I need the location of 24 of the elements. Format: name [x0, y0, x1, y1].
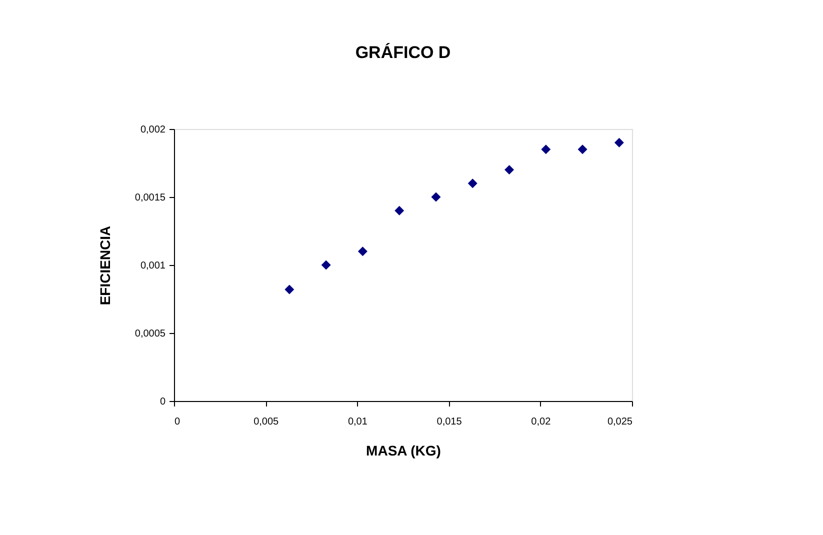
x-tick-label: 0,025: [607, 416, 633, 428]
x-tick-label: 0,005: [254, 416, 280, 428]
point: [614, 138, 624, 148]
point: [431, 192, 441, 202]
point: [504, 165, 514, 175]
chart-title: GRÁFICO D: [355, 42, 451, 62]
y-tick-label: 0: [160, 396, 166, 408]
x-tick-label: 0,015: [436, 416, 462, 428]
x-axis-title: MASA (KG): [366, 442, 441, 458]
x-tick-label: 0,02: [531, 416, 552, 428]
y-tick-label: 0,001: [140, 260, 166, 272]
point: [394, 206, 404, 216]
y-tick-label: 0,0005: [134, 328, 166, 340]
point: [358, 246, 368, 256]
point: [468, 178, 478, 188]
point: [541, 144, 551, 154]
x-tick-label: 0,01: [348, 416, 368, 428]
y-tick-label: 0,002: [140, 124, 166, 136]
point: [321, 260, 331, 270]
point: [284, 284, 294, 294]
y-axis-title: EFICIENCIA: [96, 226, 113, 306]
y-tick-label: 0,0015: [134, 192, 166, 204]
point: [578, 144, 588, 154]
x-tick-label: 0: [174, 416, 180, 428]
